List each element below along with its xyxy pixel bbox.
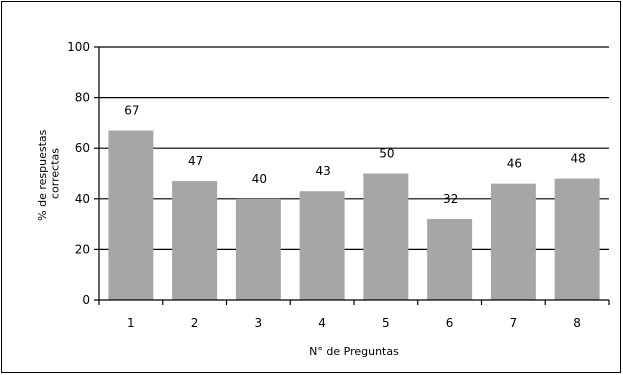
x-tick-label: 7 <box>510 316 518 330</box>
data-label-5: 50 <box>379 147 394 161</box>
y-tick-labels: 0 20 40 60 80 100 <box>67 40 90 307</box>
y-tick-label: 60 <box>75 141 90 155</box>
x-tick-label: 8 <box>573 316 581 330</box>
y-tick-label: 100 <box>67 40 90 54</box>
x-axis-title: N° de Preguntas <box>309 345 399 358</box>
x-tick-label: 1 <box>127 316 135 330</box>
data-label-7: 46 <box>507 157 522 171</box>
bar-5 <box>363 173 409 300</box>
y-tick-label: 40 <box>75 192 90 206</box>
x-tick-label: 3 <box>255 316 263 330</box>
y-tick-label: 80 <box>75 91 90 105</box>
y-tick-label: 0 <box>82 293 90 307</box>
data-label-4: 43 <box>315 164 330 178</box>
y-axis-title-line-2: correctas <box>49 148 62 199</box>
bar-6 <box>427 219 473 300</box>
x-tick-label: 2 <box>191 316 199 330</box>
data-label-3: 40 <box>252 172 267 186</box>
bar-1 <box>108 130 154 300</box>
data-label-8: 48 <box>570 152 585 166</box>
bar-2 <box>172 181 218 300</box>
y-axis-title-line-1: % de respuestas <box>36 129 49 220</box>
x-tick-label: 5 <box>382 316 390 330</box>
x-tick-label: 4 <box>318 316 326 330</box>
y-tick-label: 20 <box>75 242 90 256</box>
x-tick-label: 6 <box>446 316 454 330</box>
bars <box>108 130 600 300</box>
bar-4 <box>299 191 345 300</box>
bar-3 <box>235 198 281 300</box>
data-labels: 67 47 40 43 50 32 46 48 <box>124 103 586 206</box>
bar-8 <box>554 178 600 300</box>
data-label-2: 47 <box>188 154 203 168</box>
bar-7 <box>490 183 536 300</box>
y-axis-title: % de respuestas correctas <box>36 126 62 221</box>
data-label-1: 67 <box>124 103 139 117</box>
x-tick-labels: 1 2 3 4 5 6 7 8 <box>127 316 581 330</box>
axes <box>94 46 610 305</box>
data-label-6: 32 <box>443 192 458 206</box>
